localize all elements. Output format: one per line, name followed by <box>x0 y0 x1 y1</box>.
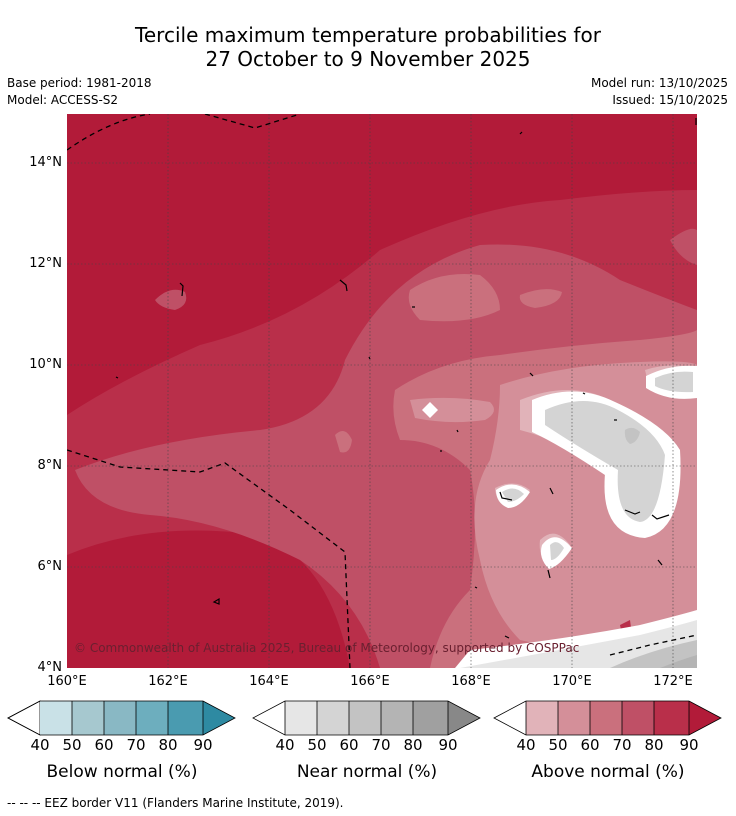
colorbar-below-normal <box>7 700 236 736</box>
tick-label: 80 <box>403 736 423 754</box>
colorbar-above-title: Above normal (%) <box>531 762 685 782</box>
lon-label-160e: 160°E <box>47 674 87 689</box>
base-period-label: Base period: 1981-2018 <box>7 76 152 90</box>
map-fill-layer <box>67 114 697 668</box>
tick-label: 50 <box>307 736 327 754</box>
lon-label-168e: 168°E <box>451 674 491 689</box>
lat-label-10n: 10°N <box>29 357 62 372</box>
lon-label-170e: 170°E <box>552 674 592 689</box>
tick-label: 90 <box>193 736 213 754</box>
lon-label-162e: 162°E <box>148 674 188 689</box>
tick-label: 90 <box>438 736 458 754</box>
model-label: Model: ACCESS-S2 <box>7 93 119 107</box>
map-title-line1: Tercile maximum temperature probabilitie… <box>135 23 601 47</box>
tick-label: 90 <box>679 736 699 754</box>
tick-label: 40 <box>516 736 536 754</box>
eez-footnote: -- -- -- EEZ border V11 (Flanders Marine… <box>7 796 344 810</box>
tick-label: 80 <box>644 736 664 754</box>
lat-label-8n: 8°N <box>37 458 63 473</box>
tick-label: 60 <box>94 736 114 754</box>
colorbar-above-normal <box>493 700 722 736</box>
lon-label-172e: 172°E <box>653 674 693 689</box>
island-outlines <box>115 118 697 639</box>
graticule <box>67 114 697 668</box>
tick-label: 70 <box>371 736 391 754</box>
tick-label: 50 <box>62 736 82 754</box>
tick-label: 40 <box>30 736 50 754</box>
colorbar-near-title: Near normal (%) <box>296 762 438 782</box>
tick-label: 70 <box>126 736 146 754</box>
model-run-label: Model run: 13/10/2025 <box>590 76 728 90</box>
lat-label-12n: 12°N <box>29 256 62 271</box>
issued-label: Issued: 15/10/2025 <box>612 93 728 107</box>
tick-label: 40 <box>275 736 295 754</box>
lon-label-164e: 164°E <box>249 674 289 689</box>
colorbar-near-normal <box>252 700 481 736</box>
lat-label-6n: 6°N <box>37 559 63 574</box>
copyright-notice: © Commonwealth of Australia 2025, Bureau… <box>74 641 580 655</box>
lat-label-14n: 14°N <box>29 155 62 170</box>
tick-label: 70 <box>612 736 632 754</box>
colorbar-below-title: Below normal (%) <box>46 762 198 782</box>
tick-label: 60 <box>339 736 359 754</box>
tick-label: 60 <box>580 736 600 754</box>
lon-label-166e: 166°E <box>350 674 390 689</box>
lat-label-4n: 4°N <box>37 660 63 675</box>
tick-label: 80 <box>158 736 178 754</box>
tick-label: 50 <box>548 736 568 754</box>
eez-borders <box>67 114 697 668</box>
map-title-line2: 27 October to 9 November 2025 <box>205 47 531 71</box>
